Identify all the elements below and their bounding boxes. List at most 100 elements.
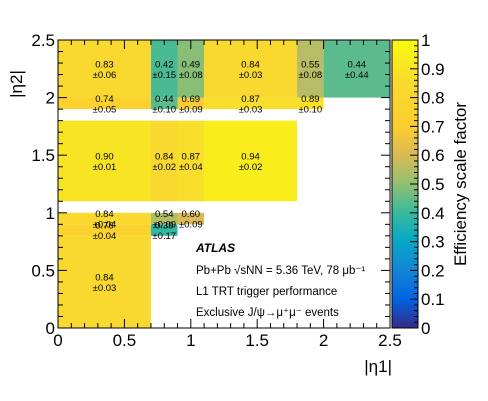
cell-error-label: ±0.04: [179, 162, 203, 173]
heatmap-cell: [177, 40, 205, 98]
cell-value-label: 0.87: [182, 151, 201, 162]
cell-value-label: 0.42: [155, 59, 174, 70]
x-axis: 0 0.5 1 1.5 2 2.5: [53, 40, 402, 350]
cell-error-label: ±0.09: [179, 220, 203, 231]
colorbar-tick-label: 0.8: [421, 89, 445, 108]
y-axis: 0 0.5 1 1.5 2 2.5: [31, 31, 390, 338]
cell-error-label: ±0.17: [152, 231, 176, 242]
y-tick-label: 0: [46, 319, 55, 338]
heatmap-cell: [204, 40, 298, 98]
heatmap-cell: [150, 224, 178, 236]
colorbar-tick-label: 0.9: [421, 60, 445, 79]
atlas-label: ATLAS: [195, 241, 235, 255]
cell-error-label: ±0.06: [93, 70, 117, 81]
colorbar-tick-label: 1: [421, 31, 430, 50]
annotation-line-events: Exclusive J/ψ→μ⁺μ⁻ events: [196, 307, 339, 319]
cell-error-label: ±0.02: [239, 162, 263, 173]
cell-value-label: 0.44: [348, 59, 367, 70]
colorbar-tick-label: 0.5: [421, 175, 445, 194]
cell-value-label: 0.44: [155, 94, 174, 105]
cell-error-label: ±0.09: [152, 220, 176, 231]
x-tick-label: 0: [53, 331, 62, 350]
annotation-line-trigger: L1 TRT trigger performance: [196, 286, 337, 298]
heatmap-cell: [58, 212, 151, 225]
cell-value-label: 0.55: [301, 59, 320, 70]
cell-error-label: ±0.09: [179, 104, 203, 115]
cell-value-label: 0.89: [301, 94, 320, 105]
cell-error-label: ±0.15: [152, 70, 176, 81]
cell-value-label: 0.60: [182, 209, 201, 220]
cell-value-label: 0.83: [95, 59, 114, 70]
heatmap-cells: [58, 40, 390, 328]
heatmap-cell: [177, 97, 205, 110]
y-tick-label: 2.5: [31, 31, 55, 50]
cell-error-label: ±0.03: [239, 104, 263, 115]
heatmap-cell: [297, 97, 324, 110]
heatmap-cell: [204, 120, 298, 202]
heatmap-cell: [58, 224, 151, 236]
heatmap-cell: [150, 97, 178, 110]
annotation-line-collision: Pb+Pb √sNN = 5.36 TeV, 78 μb⁻¹: [196, 264, 365, 277]
cell-value-label: 0.49: [182, 59, 201, 70]
heatmap-cell: [204, 97, 298, 110]
heatmap-cell: [150, 40, 178, 98]
cell-error-label: ±0.08: [179, 70, 203, 81]
y-tick-label: 1: [46, 204, 55, 223]
heatmap-cell: [150, 212, 178, 225]
cell-value-label: 0.84: [95, 272, 114, 283]
cell-value-label: 0.54: [155, 209, 174, 220]
cell-value-label: 0.84: [241, 59, 260, 70]
cell-value-label: 0.94: [241, 151, 260, 162]
heatmap-cell: [177, 212, 205, 225]
x-tick-label: 1.5: [245, 331, 269, 350]
y-tick-label: 2: [46, 89, 55, 108]
x-tick-label: 0.5: [113, 331, 137, 350]
cell-error-label: ±0.03: [239, 70, 263, 81]
y-tick-label: 1.5: [31, 146, 55, 165]
atlas-annotation: ATLAS Pb+Pb √sNN = 5.36 TeV, 78 μb⁻¹ L1 …: [195, 241, 365, 319]
plot-frame: [57, 39, 391, 329]
cell-value-label: 0.39: [155, 221, 174, 232]
x-tick-label: 2: [319, 331, 328, 350]
cell-error-label: ±0.03: [93, 283, 117, 294]
colorbar-tick-label: 0.3: [421, 233, 445, 252]
cell-labels: 0.84±0.030.76±0.040.84±0.040.90±0.010.74…: [93, 59, 369, 294]
cell-error-label: ±0.10: [298, 104, 322, 115]
colorbar-tick-label: 0.4: [421, 204, 445, 223]
cell-error-label: ±0.04: [93, 220, 117, 231]
cell-error-label: ±0.04: [93, 231, 117, 242]
colorbar-tick-label: 0: [421, 319, 430, 338]
cell-error-label: ±0.44: [345, 70, 369, 81]
heatmap-cell: [58, 40, 151, 98]
colorbar-tick-label: 0.7: [421, 117, 445, 136]
x-tick-label: 1: [186, 331, 195, 350]
heatmap-cell: [58, 120, 151, 202]
cell-error-label: ±0.08: [298, 70, 322, 81]
colorbar-label: Efficiency scale factor: [451, 102, 470, 266]
colorbar-tick-label: 0.1: [421, 290, 445, 309]
cell-error-label: ±0.10: [152, 104, 176, 115]
heatmap-cell: [297, 40, 324, 98]
cell-value-label: 0.84: [155, 151, 174, 162]
colorbar-tick-label: 0.2: [421, 261, 445, 280]
cell-value-label: 0.74: [95, 94, 114, 105]
cell-error-label: ±0.02: [152, 162, 176, 173]
y-tick-label: 0.5: [31, 261, 55, 280]
cell-error-label: ±0.05: [93, 104, 117, 115]
heatmap-cell: [150, 120, 178, 202]
cell-value-label: 0.84: [95, 209, 114, 220]
heatmap-cell: [58, 235, 151, 328]
cell-value-label: 0.90: [95, 151, 114, 162]
cell-value-label: 0.69: [182, 94, 201, 105]
cell-error-label: ±0.01: [93, 162, 117, 173]
y-axis-label: |η2|: [7, 70, 26, 98]
heatmap-cell: [58, 97, 151, 110]
x-tick-label: 2.5: [378, 331, 402, 350]
cell-value-label: 0.87: [241, 94, 260, 105]
x-axis-label: |η1|: [364, 357, 392, 376]
cell-value-label: 0.76: [95, 221, 114, 232]
heatmap-cell: [177, 120, 205, 202]
colorbar-tick-label: 0.6: [421, 146, 445, 165]
colorbar-axis: 0 0.1 0.2 0.3 0.4 0.5 0.6 0.7 0.8 0.9 1: [410, 31, 445, 338]
